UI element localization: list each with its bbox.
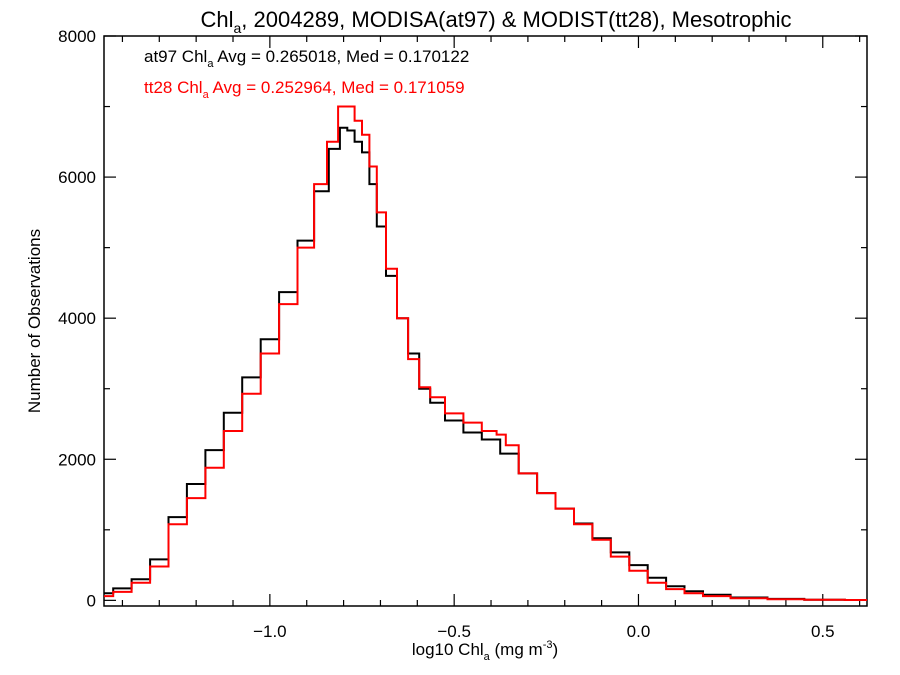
y-tick-label: 2000 <box>58 450 96 469</box>
series-line-at97 <box>104 126 867 601</box>
x-tick-label: 0.0 <box>627 622 651 641</box>
series-line-tt28 <box>104 105 867 601</box>
x-axis-label: log10 Chla (mg m-3) <box>412 639 558 663</box>
y-tick-label: 8000 <box>58 27 96 46</box>
y-axis-label: Number of Observations <box>25 229 44 413</box>
chart-title: Chla, 2004289, MODISA(at97) & MODIST(tt2… <box>200 7 791 36</box>
legend-at97: at97 Chla Avg = 0.265018, Med = 0.170122 <box>144 47 469 70</box>
series-group <box>104 105 867 601</box>
y-tick-label: 6000 <box>58 168 96 187</box>
legend-tt28: tt28 Chla Avg = 0.252964, Med = 0.171059 <box>144 78 465 101</box>
axes: −1.0 −0.5 0.0 0.5 0 2000 4000 6000 8000 <box>58 27 867 641</box>
plot-frame <box>103 35 868 607</box>
x-tick-label: −0.5 <box>437 622 471 641</box>
x-tick-label: −1.0 <box>253 622 287 641</box>
y-tick-label: 4000 <box>58 309 96 328</box>
y-tick-label: 0 <box>87 591 96 610</box>
x-tick-label: 0.5 <box>811 622 835 641</box>
